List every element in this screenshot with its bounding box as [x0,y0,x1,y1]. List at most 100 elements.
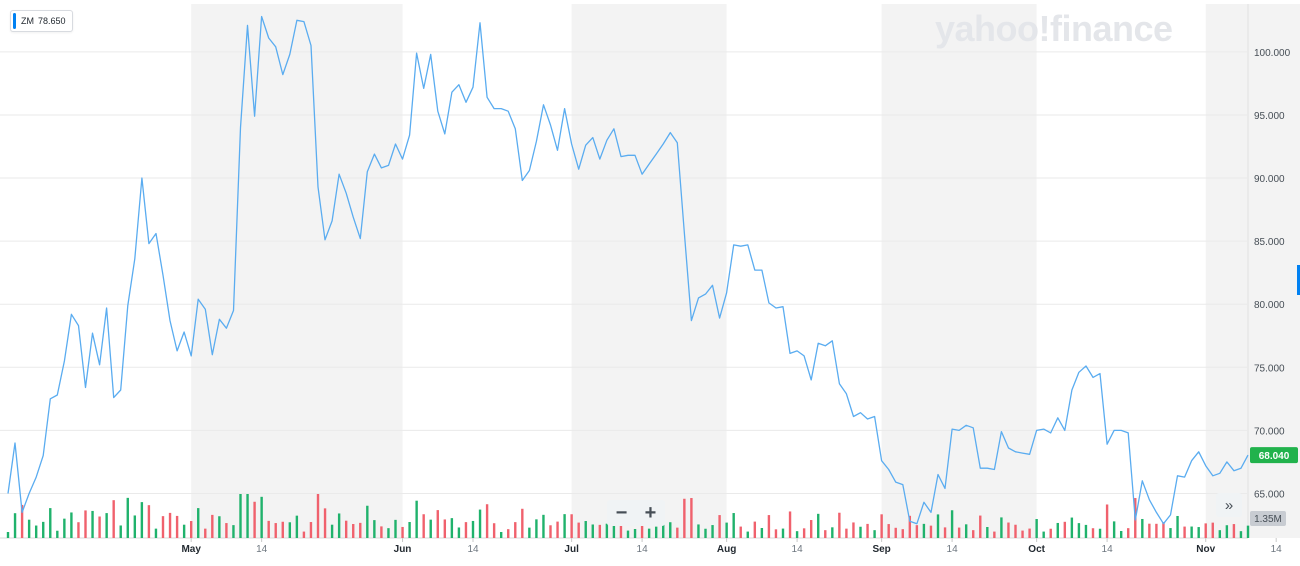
x-tick-label: 14 [792,544,804,555]
volume-bar [683,498,686,538]
zoom-controls: − + [607,500,665,526]
volume-bar [34,525,38,538]
volume-bar [943,527,947,538]
volume-bar [619,516,623,538]
volume-bar [725,522,728,538]
volume-bar [986,527,989,538]
volume-bar [359,522,362,538]
volume-bar [1035,519,1038,538]
volume-bar [436,510,439,538]
volume-bar [218,516,221,538]
volume-bar [1084,524,1088,538]
volume-bar [161,516,165,538]
ticker-value: 78.650 [38,16,66,26]
volume-bar [654,526,658,538]
volume-bar [647,528,651,538]
volume-bar [936,514,940,538]
volume-bar [1014,524,1017,538]
volume-bar [323,508,327,538]
volume-bar [669,522,672,538]
volume-bar [274,523,277,538]
volume-bar [605,523,609,538]
volume-bar [908,515,912,538]
volume-label: 1.35M [1254,514,1282,525]
volume-bar [577,522,580,538]
scroll-handle[interactable] [1297,265,1300,295]
x-tick-label: 14 [467,544,479,555]
y-tick-label: 75.000 [1254,363,1285,374]
volume-bar [42,521,45,538]
volume-bar [1098,528,1102,538]
volume-bar [77,522,80,538]
volume-bar [859,526,862,538]
volume-bar [316,494,320,538]
y-axis: 100.000 95.000 90.000 85.000 80.000 75.000 70.… [1254,48,1291,501]
volume-bar [1021,530,1024,538]
volume-bar [1112,521,1116,538]
last-price-label: 68.040 [1259,451,1290,462]
month-bands [0,4,1300,539]
volume-bar [732,513,735,538]
volume-bar [422,514,425,538]
volume-bar [845,528,848,538]
volume-bar [972,530,975,538]
expand-chart-button[interactable]: » [1216,493,1242,517]
volume-bar [302,531,306,538]
volume-bar [337,513,341,538]
volume-bar [1148,523,1151,538]
volume-bar [387,528,390,538]
volume-bar [760,528,764,538]
zoom-out-button[interactable]: − [615,501,628,524]
volume-bar [464,522,468,538]
volume-bar [119,525,122,538]
volume-bar [662,524,665,538]
volume-bar [267,520,270,538]
volume-bar [1155,523,1158,538]
y-tick-label: 80.000 [1254,300,1285,311]
volume-bar [690,498,693,538]
volume-bar [591,524,594,538]
series-color-marker [13,13,16,29]
volume-bar [344,520,348,538]
volume-bar [528,527,531,538]
y-tick-label: 70.000 [1254,426,1285,437]
ticker-symbol: ZM [21,16,34,26]
volume-bar [1007,522,1010,538]
x-tick-label: Jun [394,544,412,555]
volume-bar [401,526,404,538]
volume-bar [140,502,144,538]
volume-bar [1141,518,1144,538]
volume-bar [211,514,214,538]
volume-bar [20,504,24,538]
volume-bar [352,524,355,538]
volume-bar [471,520,475,538]
volume-bar [901,529,904,538]
volume-bar [1176,515,1179,538]
volume-bar [63,518,66,538]
volume-bar [98,516,101,538]
volume-bar [1063,521,1067,538]
volume-bar [1204,523,1207,538]
volume-bar [866,523,869,538]
volume-bar [1056,522,1059,538]
zoom-in-button[interactable]: + [644,501,657,524]
volume-bar [556,521,559,538]
volume-bar [584,521,587,538]
volume-bar [852,522,855,538]
ticker-badge[interactable]: ZM 78.650 [10,10,73,32]
volume-bar [950,510,954,538]
volume-bar [394,519,397,538]
volume-bar [373,520,376,538]
volume-bar [232,525,235,538]
volume-bar [1127,528,1130,538]
volume-bar [105,513,108,538]
volume-bar [1077,523,1081,538]
volume-bar [56,530,59,538]
volume-bar [964,524,968,538]
volume-bar [542,514,545,538]
volume-bars [6,494,1250,538]
volume-bar [781,528,785,538]
volume-bar [1190,526,1193,538]
volume-bar [253,501,256,538]
